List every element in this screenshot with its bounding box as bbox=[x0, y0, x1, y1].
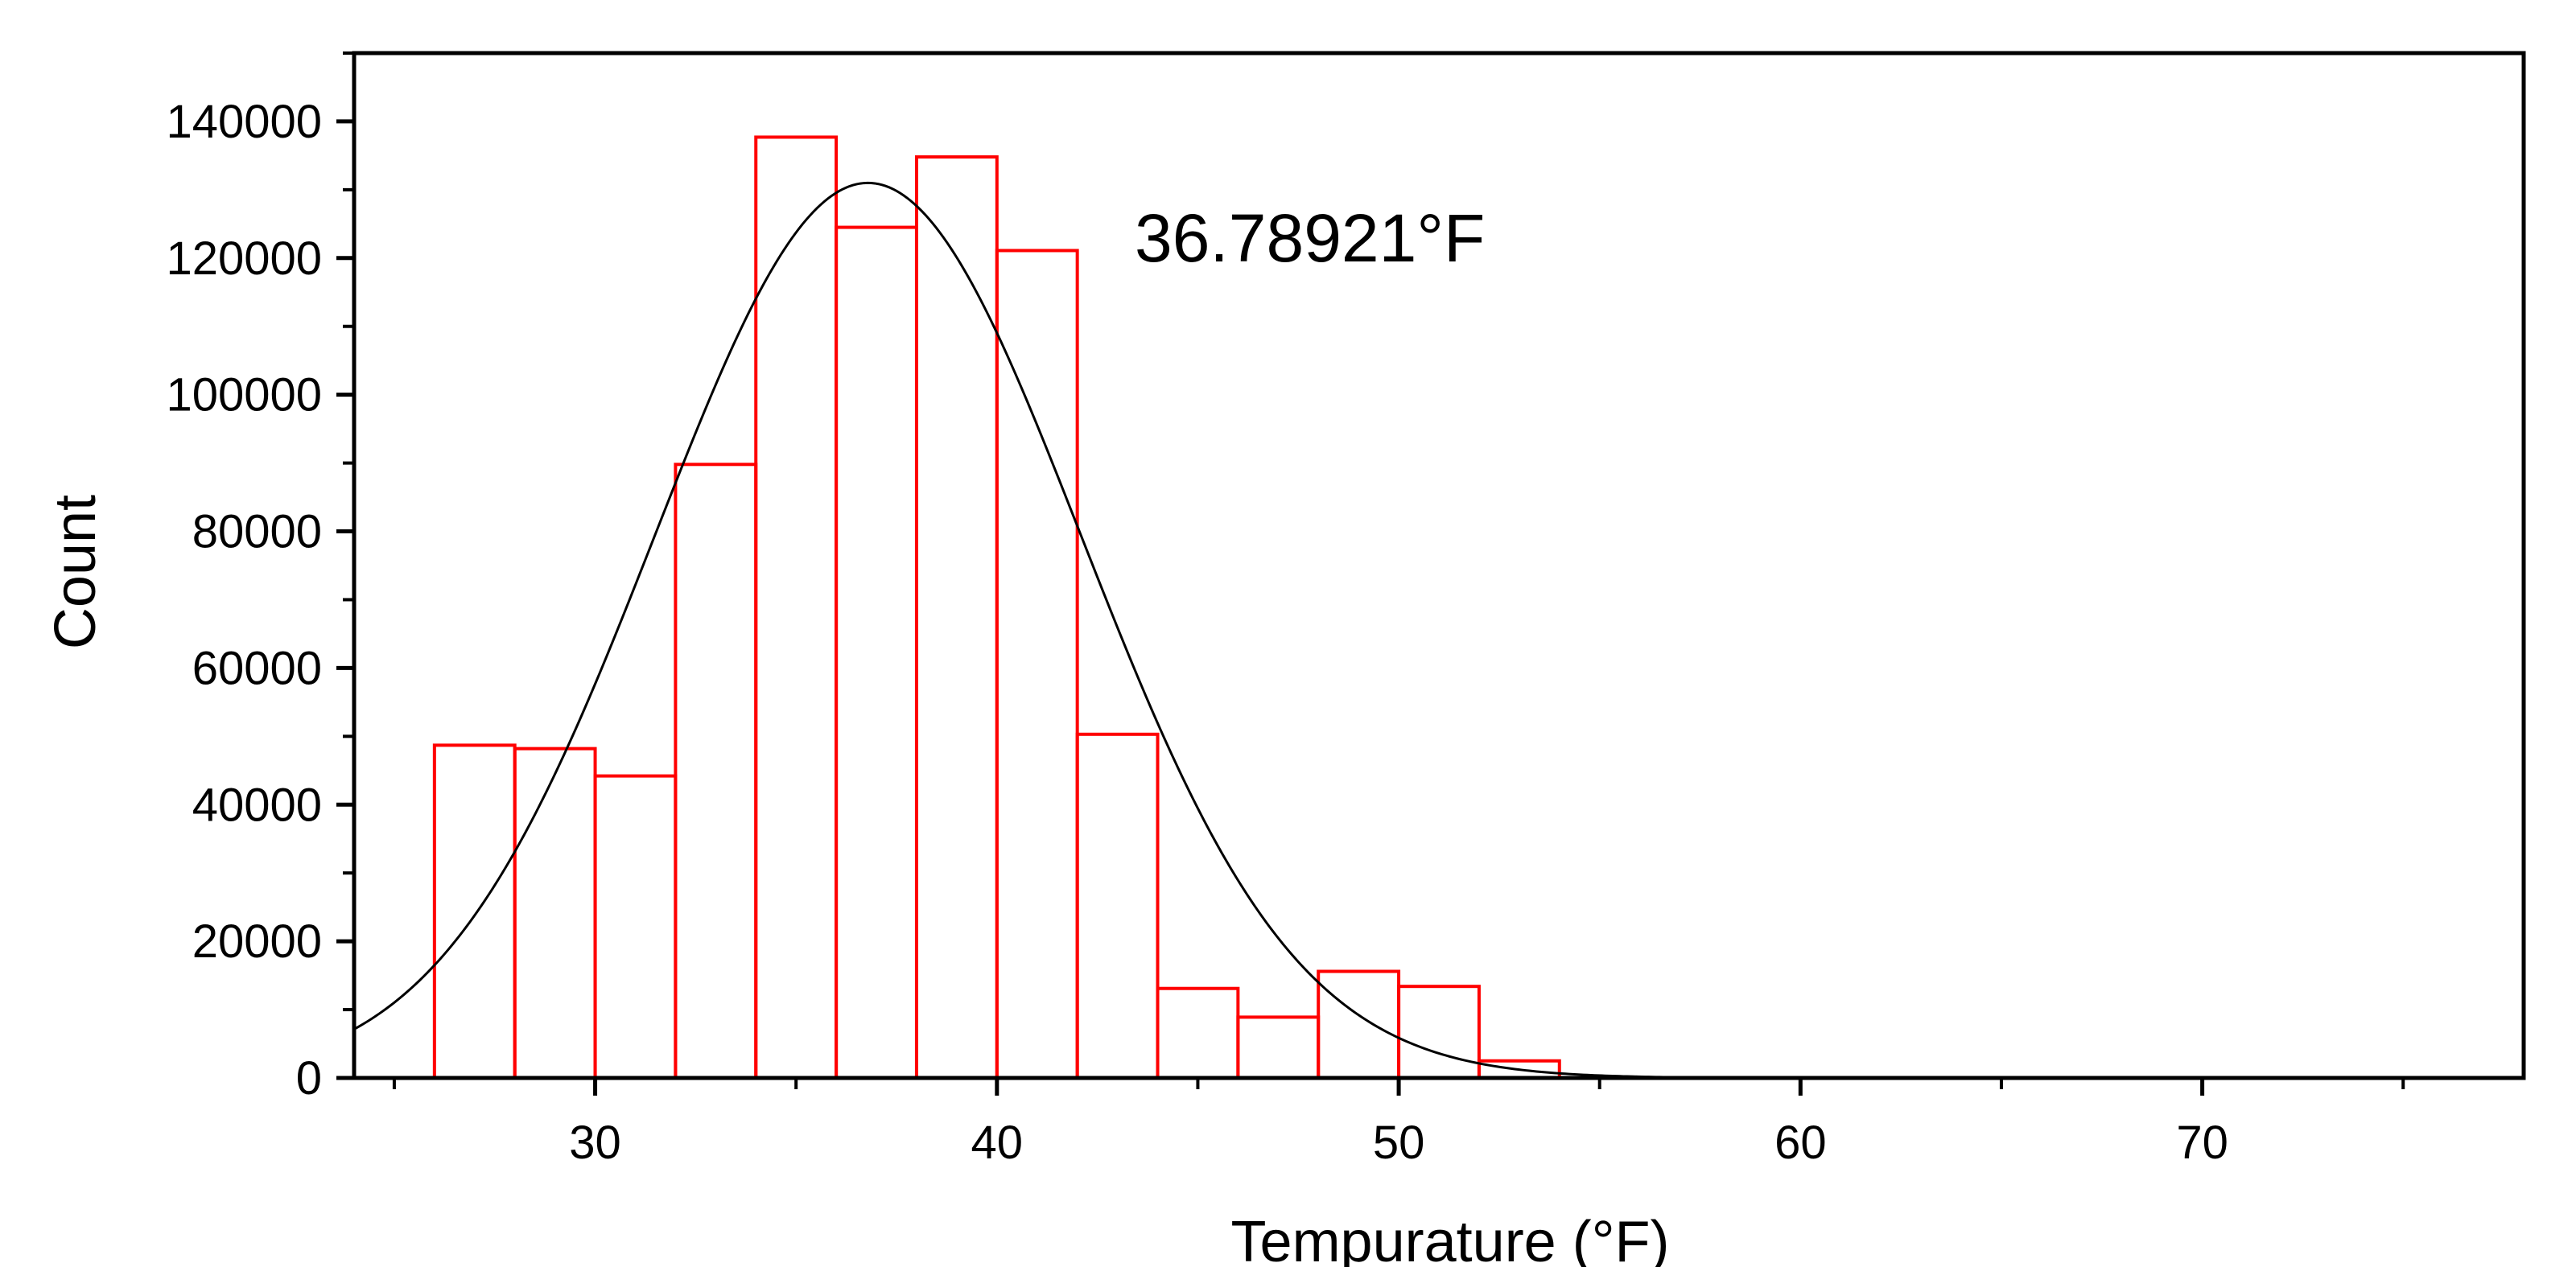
y-tick-label: 100000 bbox=[166, 369, 322, 422]
histogram-bar bbox=[432, 743, 517, 1080]
x-tick-label: 30 bbox=[569, 1117, 621, 1169]
y-tick-label: 120000 bbox=[166, 232, 322, 285]
y-tick-label: 0 bbox=[296, 1052, 322, 1105]
y-tick-label: 20000 bbox=[192, 915, 322, 968]
x-tick-label: 40 bbox=[971, 1117, 1024, 1169]
histogram-bar bbox=[1075, 732, 1160, 1080]
x-tick-label: 60 bbox=[1774, 1117, 1827, 1169]
y-tick-label: 140000 bbox=[166, 96, 322, 148]
histogram-bar bbox=[995, 249, 1079, 1080]
histogram-bar bbox=[593, 774, 678, 1080]
y-tick-label: 40000 bbox=[192, 779, 322, 831]
bars-layer bbox=[432, 135, 1561, 1080]
histogram-bar bbox=[1317, 969, 1401, 1080]
fit-curve-layer bbox=[353, 181, 2524, 1080]
labels-layer: 30 40 50 60 70 0 20000 40000 60000 80000 100000 120… bbox=[166, 96, 2228, 1169]
y-axis-title: Count bbox=[43, 495, 108, 649]
y-tick-label: 60000 bbox=[192, 642, 322, 694]
histogram-bar bbox=[1236, 1015, 1321, 1080]
histogram-bar bbox=[1156, 986, 1240, 1080]
histogram-bar bbox=[914, 155, 999, 1080]
axes-layer bbox=[336, 51, 2526, 1096]
histogram-bar bbox=[1397, 985, 1481, 1080]
mean-annotation: 36.78921°F bbox=[1135, 200, 1485, 276]
x-tick-label: 70 bbox=[2176, 1117, 2228, 1169]
x-tick-label: 50 bbox=[1373, 1117, 1425, 1169]
histogram-bar bbox=[835, 225, 918, 1080]
histogram-bar bbox=[674, 463, 758, 1080]
normal-fit-curve bbox=[353, 181, 2524, 1080]
plot-frame bbox=[352, 51, 2526, 1080]
histogram-bar bbox=[513, 747, 597, 1080]
x-axis-title: Tempurature (°F) bbox=[1231, 1210, 1670, 1267]
y-tick-label: 80000 bbox=[192, 506, 322, 558]
